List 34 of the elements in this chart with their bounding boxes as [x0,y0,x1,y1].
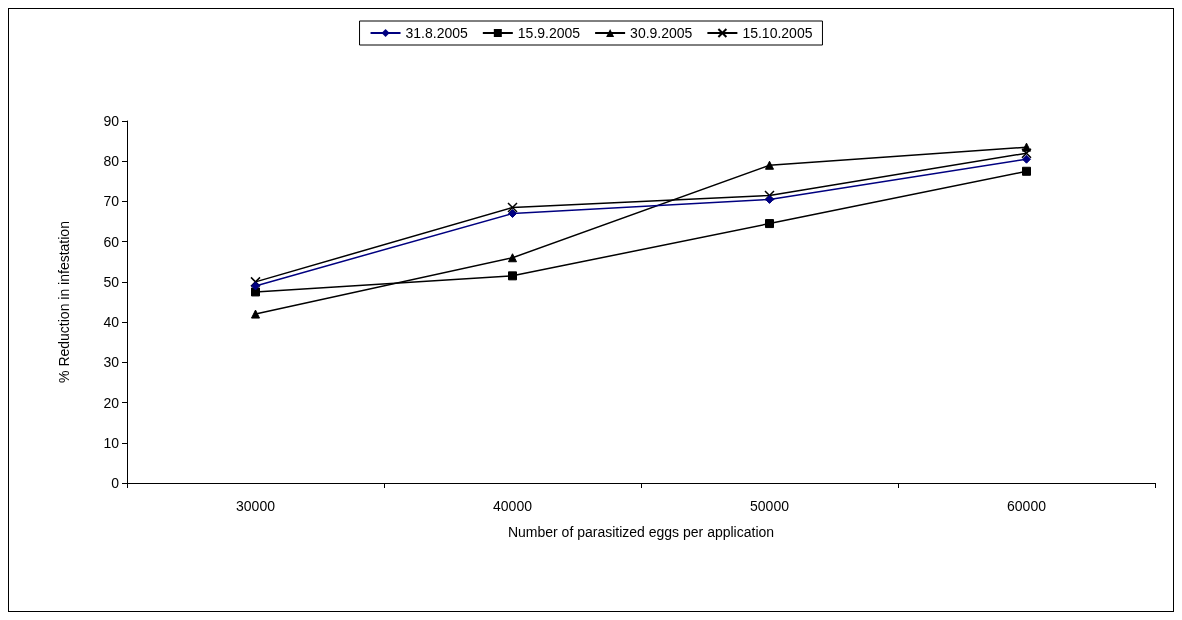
y-tick-label: 70 [103,193,120,210]
point [1022,166,1031,176]
y-tick-label: 0 [111,475,120,491]
y-tick-label: 10 [103,434,120,451]
point [1022,142,1031,152]
y-tick-label: 20 [103,394,120,411]
point [1022,154,1031,164]
legend-label: 30.9.2005 [630,25,693,41]
y-tick-label: 40 [103,314,120,331]
point [764,190,775,201]
x-tick-label: 40000 [493,498,533,514]
point [508,271,517,281]
point [251,281,260,291]
point [765,160,774,170]
y-tick-label: 60 [103,233,120,250]
point [765,219,774,229]
legend-label: 15.9.2005 [517,25,581,41]
legend-label: 15.10.2005 [742,25,813,41]
point [508,253,517,263]
x-axis-title: Number of parasitized eggs per application [507,524,775,540]
x-tick-label: 50000 [750,498,790,514]
point [1021,147,1032,159]
x-tick-label: 60000 [1007,498,1047,514]
y-tick-label: 50 [103,273,120,290]
y-tick-label: 30 [103,354,120,371]
y-tick-label: 90 [103,113,120,129]
y-tick-label: 80 [103,153,120,170]
point [508,209,517,219]
point [251,309,260,319]
y-axis-title: % Reduction in infestation [56,221,72,383]
legend-label: 31.8.2005 [405,25,469,41]
x-tick-label: 30000 [236,498,276,514]
point [507,202,518,213]
point [765,194,774,204]
